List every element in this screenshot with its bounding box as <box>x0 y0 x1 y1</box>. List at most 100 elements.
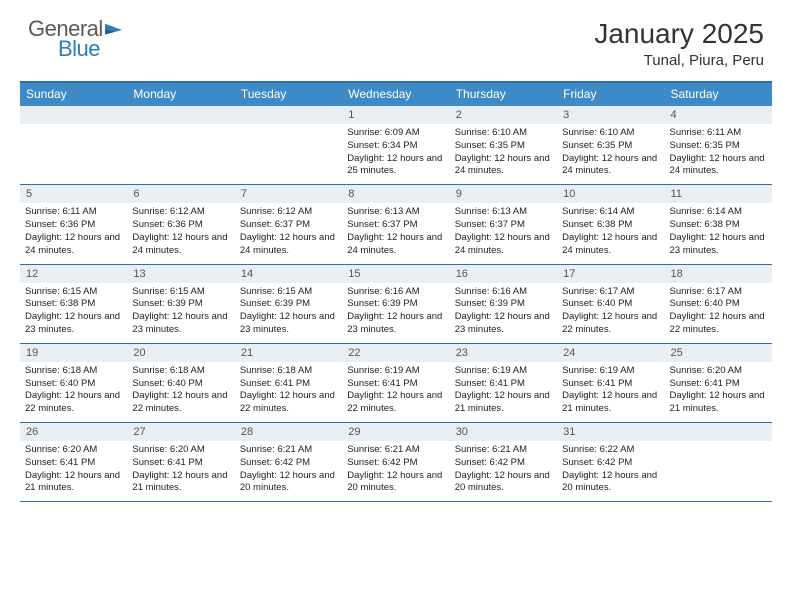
day-info: Sunrise: 6:15 AMSunset: 6:38 PMDaylight:… <box>20 283 127 343</box>
brand-logo: GeneralBlue <box>28 18 124 60</box>
weekday-sat: Saturday <box>665 83 772 106</box>
day-number: 10 <box>557 185 664 203</box>
day-info: Sunrise: 6:18 AMSunset: 6:40 PMDaylight:… <box>127 362 234 422</box>
day-number: 25 <box>665 344 772 362</box>
day-number: 6 <box>127 185 234 203</box>
day-cell: 1Sunrise: 6:09 AMSunset: 6:34 PMDaylight… <box>342 106 449 184</box>
day-info: Sunrise: 6:13 AMSunset: 6:37 PMDaylight:… <box>342 203 449 263</box>
weeks-container: 1Sunrise: 6:09 AMSunset: 6:34 PMDaylight… <box>20 106 772 502</box>
day-number: 11 <box>665 185 772 203</box>
day-cell: 8Sunrise: 6:13 AMSunset: 6:37 PMDaylight… <box>342 185 449 263</box>
day-info: Sunrise: 6:20 AMSunset: 6:41 PMDaylight:… <box>127 441 234 501</box>
calendar: Sunday Monday Tuesday Wednesday Thursday… <box>20 81 772 502</box>
day-number: 17 <box>557 265 664 283</box>
day-info: Sunrise: 6:21 AMSunset: 6:42 PMDaylight:… <box>450 441 557 501</box>
day-cell: 2Sunrise: 6:10 AMSunset: 6:35 PMDaylight… <box>450 106 557 184</box>
day-cell: 14Sunrise: 6:15 AMSunset: 6:39 PMDayligh… <box>235 265 342 343</box>
day-cell: 9Sunrise: 6:13 AMSunset: 6:37 PMDaylight… <box>450 185 557 263</box>
day-number: 13 <box>127 265 234 283</box>
day-info: Sunrise: 6:16 AMSunset: 6:39 PMDaylight:… <box>450 283 557 343</box>
day-number: 8 <box>342 185 449 203</box>
day-info: Sunrise: 6:10 AMSunset: 6:35 PMDaylight:… <box>450 124 557 184</box>
day-number: 28 <box>235 423 342 441</box>
flag-icon <box>104 22 124 38</box>
day-info: Sunrise: 6:17 AMSunset: 6:40 PMDaylight:… <box>557 283 664 343</box>
day-number: 27 <box>127 423 234 441</box>
day-cell <box>665 423 772 501</box>
day-number: 20 <box>127 344 234 362</box>
day-info: Sunrise: 6:13 AMSunset: 6:37 PMDaylight:… <box>450 203 557 263</box>
day-info: Sunrise: 6:12 AMSunset: 6:37 PMDaylight:… <box>235 203 342 263</box>
day-number: 26 <box>20 423 127 441</box>
week-row: 1Sunrise: 6:09 AMSunset: 6:34 PMDaylight… <box>20 106 772 185</box>
day-number: 22 <box>342 344 449 362</box>
day-info: Sunrise: 6:20 AMSunset: 6:41 PMDaylight:… <box>20 441 127 501</box>
day-cell: 13Sunrise: 6:15 AMSunset: 6:39 PMDayligh… <box>127 265 234 343</box>
day-cell: 25Sunrise: 6:20 AMSunset: 6:41 PMDayligh… <box>665 344 772 422</box>
day-number <box>20 106 127 124</box>
day-cell: 16Sunrise: 6:16 AMSunset: 6:39 PMDayligh… <box>450 265 557 343</box>
month-title: January 2025 <box>594 18 764 50</box>
day-info: Sunrise: 6:09 AMSunset: 6:34 PMDaylight:… <box>342 124 449 184</box>
day-cell: 7Sunrise: 6:12 AMSunset: 6:37 PMDaylight… <box>235 185 342 263</box>
day-number: 3 <box>557 106 664 124</box>
day-number: 30 <box>450 423 557 441</box>
day-info: Sunrise: 6:15 AMSunset: 6:39 PMDaylight:… <box>235 283 342 343</box>
week-row: 19Sunrise: 6:18 AMSunset: 6:40 PMDayligh… <box>20 344 772 423</box>
day-number <box>665 423 772 441</box>
day-cell: 24Sunrise: 6:19 AMSunset: 6:41 PMDayligh… <box>557 344 664 422</box>
day-cell: 22Sunrise: 6:19 AMSunset: 6:41 PMDayligh… <box>342 344 449 422</box>
header: GeneralBlue January 2025 Tunal, Piura, P… <box>0 0 792 69</box>
weekday-fri: Friday <box>557 83 664 106</box>
day-info: Sunrise: 6:19 AMSunset: 6:41 PMDaylight:… <box>342 362 449 422</box>
weekday-wed: Wednesday <box>342 83 449 106</box>
day-number: 4 <box>665 106 772 124</box>
day-number: 2 <box>450 106 557 124</box>
day-info: Sunrise: 6:14 AMSunset: 6:38 PMDaylight:… <box>665 203 772 263</box>
title-block: January 2025 Tunal, Piura, Peru <box>594 18 764 69</box>
day-info: Sunrise: 6:11 AMSunset: 6:36 PMDaylight:… <box>20 203 127 263</box>
day-number: 29 <box>342 423 449 441</box>
day-number: 31 <box>557 423 664 441</box>
day-number <box>235 106 342 124</box>
day-cell: 26Sunrise: 6:20 AMSunset: 6:41 PMDayligh… <box>20 423 127 501</box>
day-number: 7 <box>235 185 342 203</box>
day-info: Sunrise: 6:18 AMSunset: 6:40 PMDaylight:… <box>20 362 127 422</box>
day-cell: 3Sunrise: 6:10 AMSunset: 6:35 PMDaylight… <box>557 106 664 184</box>
week-row: 12Sunrise: 6:15 AMSunset: 6:38 PMDayligh… <box>20 265 772 344</box>
day-info: Sunrise: 6:14 AMSunset: 6:38 PMDaylight:… <box>557 203 664 263</box>
day-number: 9 <box>450 185 557 203</box>
day-cell: 12Sunrise: 6:15 AMSunset: 6:38 PMDayligh… <box>20 265 127 343</box>
day-info: Sunrise: 6:16 AMSunset: 6:39 PMDaylight:… <box>342 283 449 343</box>
day-cell: 17Sunrise: 6:17 AMSunset: 6:40 PMDayligh… <box>557 265 664 343</box>
weekday-sun: Sunday <box>20 83 127 106</box>
day-info: Sunrise: 6:11 AMSunset: 6:35 PMDaylight:… <box>665 124 772 184</box>
day-number: 15 <box>342 265 449 283</box>
day-cell: 27Sunrise: 6:20 AMSunset: 6:41 PMDayligh… <box>127 423 234 501</box>
week-row: 26Sunrise: 6:20 AMSunset: 6:41 PMDayligh… <box>20 423 772 502</box>
day-number <box>127 106 234 124</box>
day-info: Sunrise: 6:19 AMSunset: 6:41 PMDaylight:… <box>450 362 557 422</box>
day-cell: 31Sunrise: 6:22 AMSunset: 6:42 PMDayligh… <box>557 423 664 501</box>
day-number: 16 <box>450 265 557 283</box>
day-number: 18 <box>665 265 772 283</box>
day-number: 23 <box>450 344 557 362</box>
day-cell: 28Sunrise: 6:21 AMSunset: 6:42 PMDayligh… <box>235 423 342 501</box>
day-number: 21 <box>235 344 342 362</box>
day-cell: 29Sunrise: 6:21 AMSunset: 6:42 PMDayligh… <box>342 423 449 501</box>
day-cell <box>20 106 127 184</box>
day-number: 14 <box>235 265 342 283</box>
day-cell: 20Sunrise: 6:18 AMSunset: 6:40 PMDayligh… <box>127 344 234 422</box>
weekday-tue: Tuesday <box>235 83 342 106</box>
location: Tunal, Piura, Peru <box>594 52 764 69</box>
day-info: Sunrise: 6:15 AMSunset: 6:39 PMDaylight:… <box>127 283 234 343</box>
day-cell: 21Sunrise: 6:18 AMSunset: 6:41 PMDayligh… <box>235 344 342 422</box>
day-info: Sunrise: 6:21 AMSunset: 6:42 PMDaylight:… <box>235 441 342 501</box>
week-row: 5Sunrise: 6:11 AMSunset: 6:36 PMDaylight… <box>20 185 772 264</box>
day-info: Sunrise: 6:12 AMSunset: 6:36 PMDaylight:… <box>127 203 234 263</box>
day-cell: 15Sunrise: 6:16 AMSunset: 6:39 PMDayligh… <box>342 265 449 343</box>
weekday-header: Sunday Monday Tuesday Wednesday Thursday… <box>20 83 772 106</box>
day-cell <box>235 106 342 184</box>
day-number: 24 <box>557 344 664 362</box>
day-number: 1 <box>342 106 449 124</box>
